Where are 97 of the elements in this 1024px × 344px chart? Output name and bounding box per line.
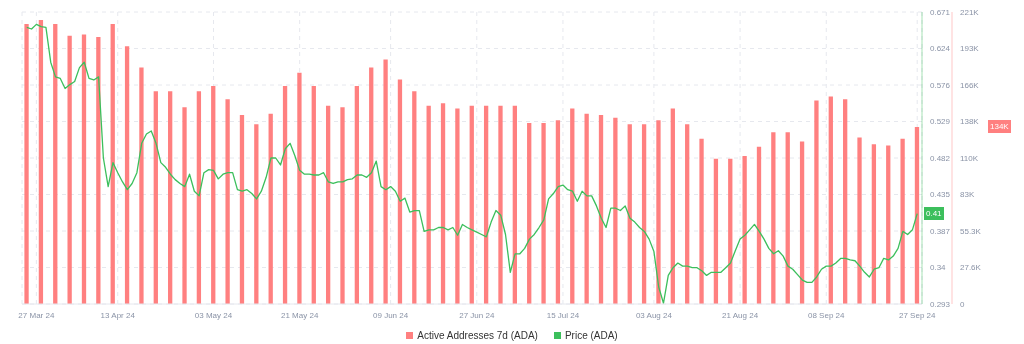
bar bbox=[440, 103, 446, 304]
y-tick-label: 0.293 bbox=[930, 299, 951, 309]
bar bbox=[828, 96, 833, 304]
x-tick-label: 27 Sep 24 bbox=[898, 310, 936, 320]
bar bbox=[38, 19, 44, 304]
bar bbox=[613, 117, 618, 304]
bar bbox=[785, 132, 790, 304]
bar bbox=[742, 156, 747, 304]
bar bbox=[483, 105, 489, 304]
y-tick-label: 0.435 bbox=[930, 190, 951, 200]
bar bbox=[656, 120, 661, 304]
x-tick-label: 21 May 24 bbox=[280, 310, 319, 320]
bar bbox=[713, 158, 719, 304]
y2-tick-label: 27.6K bbox=[960, 263, 982, 273]
bar bbox=[196, 91, 202, 304]
bar bbox=[469, 105, 474, 304]
y-tick-label: 0.576 bbox=[930, 80, 951, 90]
bar bbox=[81, 34, 87, 304]
bar bbox=[153, 91, 158, 304]
text: 134K bbox=[988, 119, 1011, 133]
bar bbox=[512, 105, 517, 304]
y2-tick-label: 55.3K bbox=[960, 226, 982, 236]
bar bbox=[627, 124, 632, 304]
y2-tick-label: 110K bbox=[960, 153, 979, 163]
bar bbox=[139, 67, 144, 304]
x-tick-label: 03 Aug 24 bbox=[635, 310, 673, 320]
y2-tick-label: 83K bbox=[960, 190, 975, 200]
bar bbox=[282, 85, 288, 304]
bar bbox=[699, 138, 704, 304]
bar bbox=[340, 107, 345, 304]
bar bbox=[53, 23, 58, 304]
bar bbox=[641, 124, 647, 304]
y-tick-label: 0.624 bbox=[930, 44, 951, 54]
x-tick-label: 15 Jul 24 bbox=[546, 310, 580, 320]
bar bbox=[799, 141, 805, 304]
legend-label: Active Addresses 7d (ADA) bbox=[417, 330, 538, 341]
y-tick-label: 0.671 bbox=[930, 7, 951, 17]
x-tick-label: 03 May 24 bbox=[194, 310, 233, 320]
x-tick-label: 08 Sep 24 bbox=[808, 310, 846, 320]
bar bbox=[354, 85, 360, 304]
line-series bbox=[26, 23, 918, 304]
bar bbox=[843, 99, 848, 304]
bar bbox=[182, 107, 187, 304]
bar bbox=[771, 132, 776, 304]
bar bbox=[541, 122, 546, 304]
bar bbox=[426, 105, 431, 304]
bar bbox=[670, 108, 675, 304]
y-tick-label: 0.482 bbox=[930, 153, 951, 163]
bar bbox=[598, 115, 604, 304]
y2-tick-label: 0 bbox=[960, 299, 965, 309]
bar bbox=[325, 105, 331, 304]
bar bbox=[124, 46, 130, 304]
bar bbox=[254, 124, 259, 304]
bar bbox=[239, 115, 245, 304]
bar bbox=[211, 85, 216, 304]
legend-label: Price (ADA) bbox=[564, 330, 618, 341]
bar bbox=[914, 126, 920, 304]
x-tick-label: 09 Jun 24 bbox=[373, 310, 409, 320]
bar bbox=[756, 146, 762, 304]
x-tick-label: 27 Jun 24 bbox=[459, 310, 495, 320]
y-tick-label: 0.529 bbox=[930, 117, 951, 127]
bar bbox=[397, 79, 403, 304]
bar bbox=[455, 108, 460, 304]
bar bbox=[24, 23, 29, 304]
x-tick-label: 27 Mar 24 bbox=[18, 310, 55, 320]
bar bbox=[96, 37, 101, 304]
bar bbox=[685, 124, 690, 304]
bar bbox=[110, 23, 115, 304]
bar bbox=[412, 91, 417, 304]
bar bbox=[814, 100, 819, 304]
bar bbox=[570, 108, 575, 304]
bar bbox=[297, 72, 302, 304]
bar bbox=[383, 59, 388, 304]
bar bbox=[871, 144, 877, 304]
y-tick-label: 0.387 bbox=[930, 226, 951, 236]
bar bbox=[584, 113, 589, 304]
y2-tick-label: 193K bbox=[960, 44, 980, 54]
bar bbox=[498, 105, 503, 304]
bar bbox=[728, 158, 733, 304]
y-tick-label: 0.34 bbox=[930, 263, 947, 273]
y2-tick-label: 166K bbox=[960, 80, 980, 90]
y2-tick-label: 221K bbox=[960, 7, 980, 17]
bar bbox=[527, 122, 532, 304]
x-tick-label: 13 Apr 24 bbox=[100, 310, 136, 320]
text: 0.41 bbox=[924, 206, 944, 220]
bar bbox=[555, 120, 561, 304]
bar bbox=[225, 99, 230, 304]
bar bbox=[268, 113, 273, 304]
bar bbox=[857, 137, 862, 304]
bar bbox=[900, 138, 905, 304]
bar bbox=[886, 145, 891, 304]
y2-tick-label: 138K bbox=[960, 117, 980, 127]
bar bbox=[67, 35, 72, 304]
bar bbox=[311, 85, 316, 304]
bar bbox=[369, 67, 374, 304]
bar bbox=[168, 91, 173, 304]
x-tick-label: 21 Aug 24 bbox=[722, 310, 759, 320]
